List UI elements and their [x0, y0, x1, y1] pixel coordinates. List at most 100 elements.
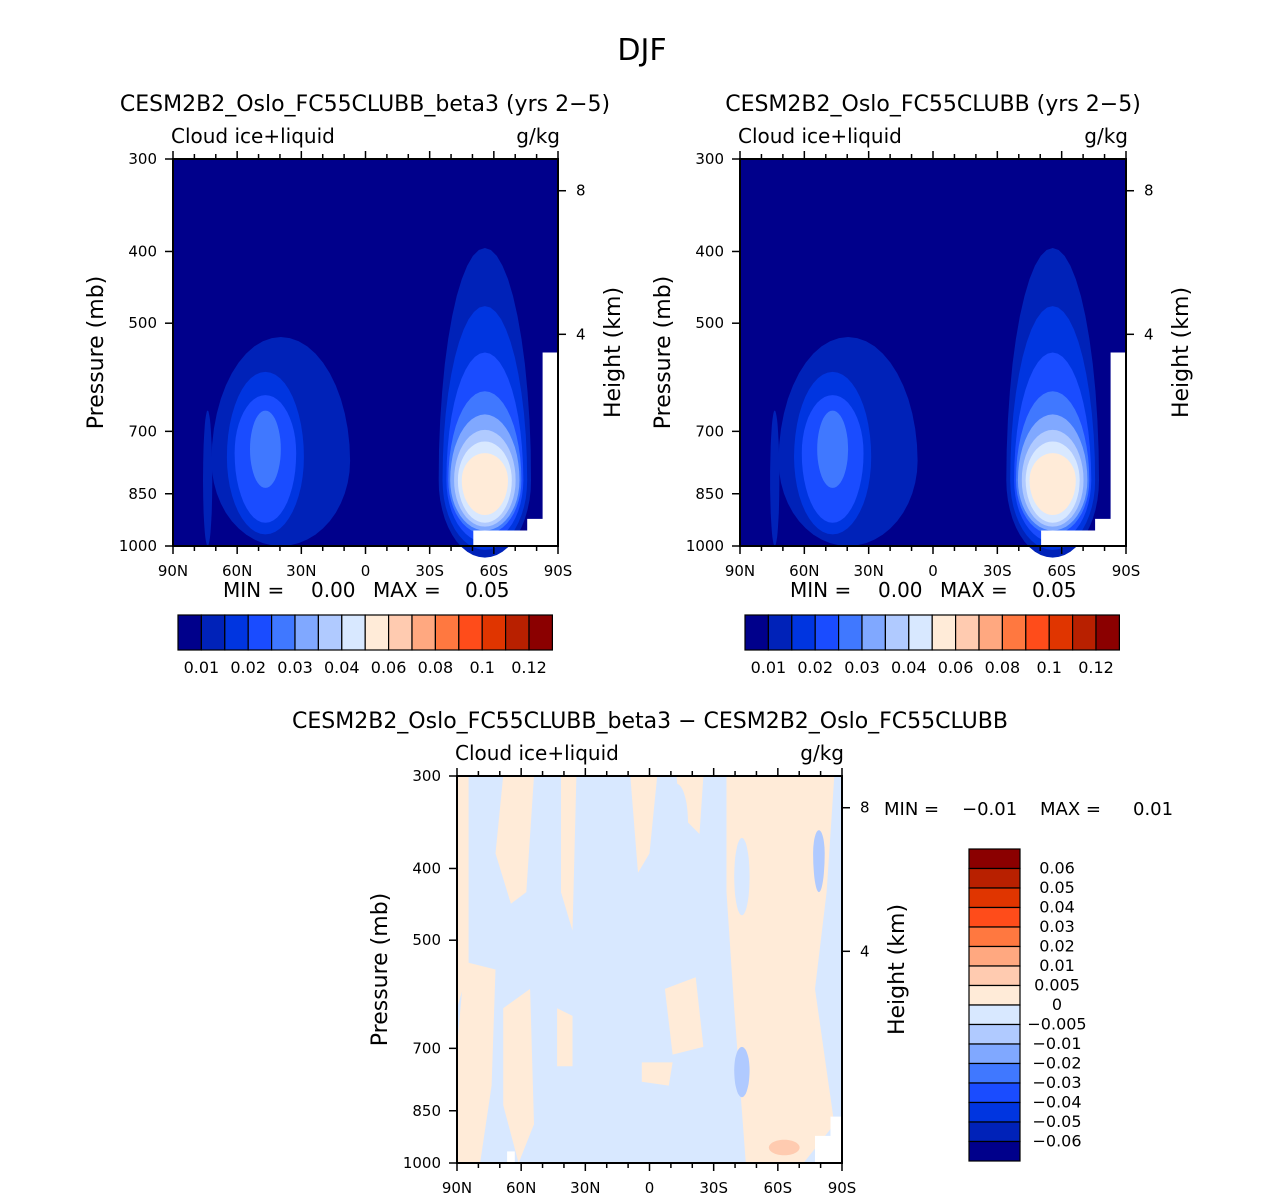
contour-negative-core [734, 1046, 750, 1098]
contour-positive-core [768, 1139, 800, 1156]
contour-positive-region-2 [561, 776, 577, 931]
max-label: MAX = [940, 578, 1008, 602]
x-tick-label: 30N [286, 562, 316, 580]
colorbar-label: 0.06 [1039, 859, 1075, 878]
contour-positive-region-6 [457, 961, 496, 1163]
colorbar-box [968, 984, 1021, 1006]
colorbar-box [1025, 614, 1050, 651]
colorbar-box [505, 614, 530, 651]
y-tick-label: 850 [695, 485, 724, 503]
colorbar-label: 0.01 [1039, 956, 1075, 975]
x-tick-label: 60N [789, 562, 819, 580]
x-tick-label: 0 [645, 1179, 655, 1197]
contour-positive-region-4 [676, 776, 704, 834]
colorbar-label: 0.03 [1039, 917, 1075, 936]
colorbar-label: 0.01 [751, 658, 787, 677]
contour-negative-core [813, 830, 825, 893]
y-axis-label: Pressure (mb) [84, 276, 109, 430]
panel-units-label: g/kg [800, 741, 844, 765]
min-value: 0.00 [311, 578, 356, 602]
colorbar-box [968, 1004, 1021, 1026]
colorbar-label: 0.06 [938, 658, 974, 677]
colorbar-label: 0.1 [1036, 658, 1061, 677]
x-tick-label: 60N [222, 562, 252, 580]
max-label: MAX = [373, 578, 441, 602]
y-tick-label: 500 [128, 314, 157, 332]
panel-3: CESM2B2_Oslo_FC55CLUBB_beta3 − CESM2B2_O… [292, 709, 1173, 1197]
contour-positive-region-8 [557, 1008, 573, 1067]
figure-title: DJF [617, 33, 666, 68]
colorbar-box [1001, 614, 1027, 651]
x-tick-label: 90S [544, 562, 573, 580]
colorbar-label: −0.005 [1027, 1015, 1086, 1034]
x-tick-label: 90N [158, 562, 188, 580]
colorbar-box [954, 614, 980, 651]
colorbar-label: 0.06 [371, 658, 407, 677]
missing-data-mask [473, 352, 558, 546]
missing-data-mask [507, 1151, 515, 1163]
colorbar-label: 0.02 [230, 658, 266, 677]
colorbar-box [968, 926, 1021, 948]
x-tick-label: 0 [928, 562, 938, 580]
y2-tick-label: 4 [1144, 325, 1154, 343]
colorbar-box [744, 614, 769, 651]
colorbar-label: 0.04 [324, 658, 360, 677]
y-tick-label: 400 [695, 242, 724, 260]
y2-axis-label: Height (km) [885, 904, 910, 1035]
x-tick-label: 90S [828, 1179, 857, 1197]
colorbar-box [317, 614, 343, 651]
panel-left-label: Cloud ice+liquid [738, 124, 902, 148]
missing-data-mask [815, 1116, 842, 1163]
colorbar-box [968, 867, 1021, 889]
x-tick-label: 0 [361, 562, 371, 580]
colorbar-box [968, 848, 1021, 870]
colorbar-label: 0.04 [1039, 898, 1075, 917]
x-tick-label: 90N [442, 1179, 472, 1197]
min-value: −0.01 [962, 799, 1017, 820]
y-axis-label: Pressure (mb) [651, 276, 676, 430]
contour-nh-level-4 [250, 410, 281, 488]
colorbar-box [978, 614, 1003, 651]
colorbar-box [434, 614, 460, 651]
colorbar-label: 0.02 [1039, 937, 1075, 956]
colorbar-box [177, 614, 202, 651]
x-tick-label: 30S [699, 1179, 728, 1197]
colorbar-label: 0.03 [277, 658, 313, 677]
colorbar-label: −0.04 [1032, 1093, 1081, 1112]
colorbar-label: 0.1 [469, 658, 494, 677]
y2-tick-label: 4 [860, 942, 870, 960]
colorbar-box [271, 614, 296, 651]
panel-left-label: Cloud ice+liquid [171, 124, 335, 148]
colorbar-box [884, 614, 910, 651]
y2-tick-label: 8 [576, 182, 586, 200]
x-tick-label: 30N [854, 562, 884, 580]
max-label: MAX = [1040, 799, 1101, 820]
colorbar-box [341, 614, 366, 651]
colorbar-box [968, 1121, 1021, 1143]
colorbar-box [200, 614, 226, 651]
y-tick-label: 700 [412, 1039, 441, 1057]
min-label: MIN = [790, 578, 851, 602]
x-tick-label: 30S [983, 562, 1012, 580]
contour-negative-island [734, 837, 750, 916]
panel-title: CESM2B2_Oslo_FC55CLUBB_beta3 − CESM2B2_O… [292, 709, 1008, 734]
contour-nh-polar-strip [203, 410, 213, 546]
colorbar-label: 0.05 [1039, 878, 1075, 897]
y-tick-label: 850 [412, 1102, 441, 1120]
contour-positive-region-0 [457, 776, 469, 1009]
min-value: 0.00 [878, 578, 923, 602]
y-tick-label: 850 [128, 485, 157, 503]
colorbar-box [247, 614, 273, 651]
y-tick-label: 1000 [686, 537, 724, 555]
contour-sh-level-8 [461, 453, 508, 515]
missing-data-mask [1041, 352, 1126, 546]
y-tick-label: 700 [695, 422, 724, 440]
panel-2: CESM2B2_Oslo_FC55CLUBB (yrs 2−5) Cloud ic… [651, 92, 1194, 677]
y-tick-label: 500 [695, 314, 724, 332]
y-axis-label: Pressure (mb) [368, 893, 393, 1047]
min-label: MIN = [884, 799, 939, 820]
x-tick-label: 30S [415, 562, 444, 580]
colorbar-box [968, 1140, 1021, 1162]
